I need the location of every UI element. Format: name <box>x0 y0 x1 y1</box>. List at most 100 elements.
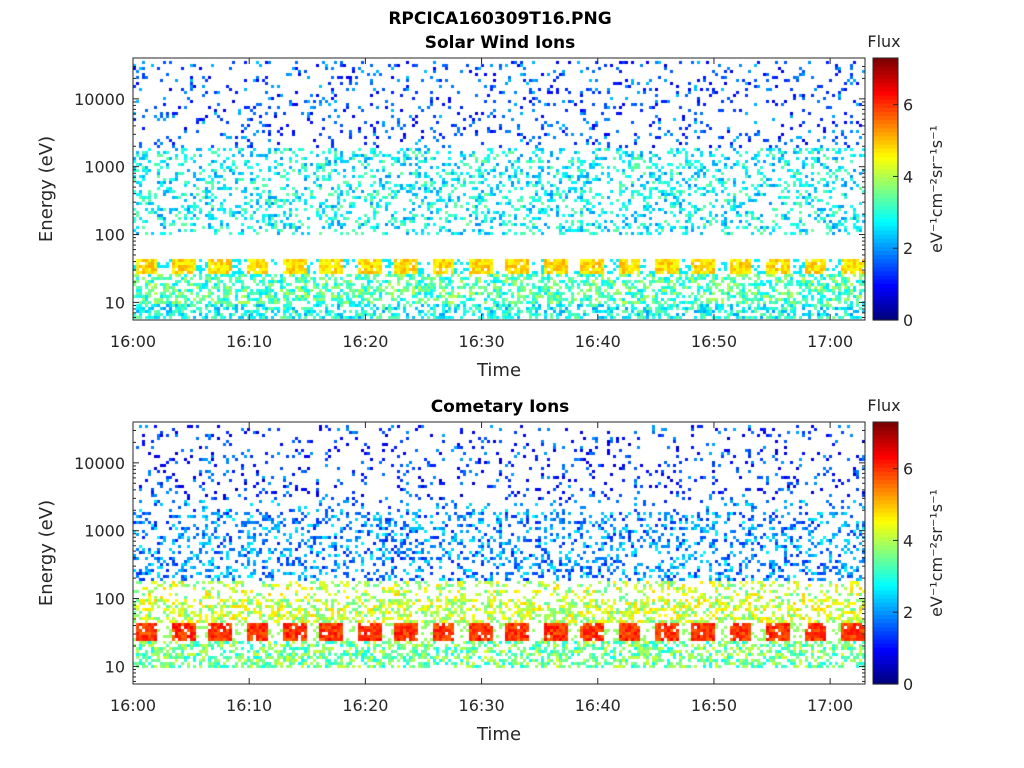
y-tick-label: 100 <box>94 590 125 609</box>
colorbar-segment <box>873 225 898 231</box>
colorbar-box <box>872 421 899 685</box>
cometary-title: Cometary Ions <box>431 397 570 417</box>
colorbar-segment <box>873 655 898 661</box>
colorbar-segment <box>873 675 898 681</box>
colorbar-tick-label: 2 <box>903 239 913 258</box>
colorbar-segment <box>873 315 898 321</box>
colorbar-segment <box>873 229 898 235</box>
solar-wind-colorbar-title: Flux <box>867 32 900 51</box>
cometary-ylabel: Energy (eV) <box>36 500 57 606</box>
colorbar-segment <box>873 442 898 448</box>
colorbar-segment <box>873 295 898 301</box>
colorbar-segment <box>873 209 898 215</box>
colorbar-segment <box>873 184 898 190</box>
cometary-colorbar: 0 2 4 6 <box>872 421 913 694</box>
colorbar-segment <box>873 438 898 444</box>
x-tick-label: 16:30 <box>459 332 505 351</box>
x-tick-label: 16:50 <box>691 696 737 715</box>
colorbar-segment <box>873 671 898 677</box>
colorbar-segment <box>873 234 898 239</box>
solar-wind-colorbar-unit: eV⁻¹cm⁻²sr⁻¹s⁻¹ <box>927 125 946 253</box>
colorbar-segment <box>873 274 898 280</box>
cometary-colorbar-title: Flux <box>867 396 900 415</box>
colorbar-segment <box>873 201 898 206</box>
solar-wind-xlabel: Time <box>476 360 521 381</box>
colorbar-segment <box>873 221 898 227</box>
colorbar-tick-label: 6 <box>903 460 913 479</box>
x-tick-label: 16:20 <box>342 332 388 351</box>
solar-wind-axes-box <box>132 57 866 321</box>
x-tick-label: 17:00 <box>807 696 853 715</box>
colorbar-segment <box>873 663 898 669</box>
y-tick-label: 1000 <box>84 522 125 541</box>
x-tick-label: 16:50 <box>691 332 737 351</box>
colorbar-box <box>872 57 899 321</box>
colorbar-segment <box>873 205 898 211</box>
colorbar-segment <box>873 450 898 456</box>
y-tick-label: 10 <box>105 293 125 312</box>
solar-wind-title: Solar Wind Ions <box>425 33 576 53</box>
colorbar-segment <box>873 123 898 129</box>
colorbar-segment <box>873 242 898 247</box>
x-tick-label: 16:10 <box>226 332 272 351</box>
colorbar-segment <box>873 213 898 219</box>
colorbar-segment <box>873 266 898 272</box>
colorbar-segment <box>873 119 898 125</box>
colorbar-segment <box>873 176 898 182</box>
colorbar-segment <box>873 622 898 628</box>
figure-title: RPCICA160309T16.PNG <box>388 9 611 29</box>
solar-wind-heatmap <box>133 58 865 320</box>
colorbar-segment <box>873 254 898 260</box>
colorbar-segment <box>873 581 898 587</box>
x-tick-label: 16:20 <box>342 696 388 715</box>
colorbar-segment <box>873 569 898 575</box>
colorbar-segment <box>873 532 898 538</box>
colorbar-segment <box>873 544 898 550</box>
colorbar-segment <box>873 475 898 480</box>
colorbar-segment <box>873 458 898 464</box>
colorbar-segment <box>873 262 898 268</box>
colorbar-segment <box>873 172 898 178</box>
colorbar-segment <box>873 643 898 648</box>
colorbar-segment <box>873 577 898 583</box>
colorbar-segment <box>873 115 898 121</box>
colorbar-segment <box>873 602 898 607</box>
cometary-axes-box <box>132 421 866 685</box>
colorbar-segment <box>873 193 898 198</box>
colorbar-tick-label: 2 <box>903 603 913 622</box>
solar-wind-ticks: 16:00 16:10 16:20 16:30 16:40 16:50 17:00 10 100… <box>74 57 865 351</box>
colorbar-segment <box>873 279 898 284</box>
colorbar-segment <box>873 303 898 309</box>
x-tick-label: 16:40 <box>575 332 621 351</box>
colorbar-segment <box>873 524 898 530</box>
colorbar-segment <box>873 520 898 525</box>
colorbar-segment <box>873 679 898 685</box>
colorbar-segment <box>873 291 898 297</box>
colorbar-segment <box>873 131 898 137</box>
colorbar-segment <box>873 62 898 67</box>
colorbar-segment <box>873 462 898 468</box>
cometary-ticks: 16:00 16:10 16:20 16:30 16:40 16:50 17:00 10 100… <box>74 421 865 715</box>
colorbar-segment <box>873 143 898 149</box>
colorbar-segment <box>873 78 898 84</box>
colorbar-segment <box>873 103 898 108</box>
colorbar-segment <box>873 512 898 517</box>
y-tick-label: 1000 <box>84 158 125 177</box>
colorbar-segment <box>873 168 898 174</box>
colorbar-segment <box>873 250 898 256</box>
solar-wind-colorbar: 0 2 4 6 <box>872 57 913 330</box>
colorbar-segment <box>873 667 898 673</box>
colorbar-segment <box>873 536 898 542</box>
colorbar-segment <box>873 487 898 493</box>
x-tick-label: 16:10 <box>226 696 272 715</box>
colorbar-segment <box>873 561 898 566</box>
x-tick-label: 16:40 <box>575 696 621 715</box>
colorbar-segment <box>873 58 898 63</box>
colorbar-segment <box>873 528 898 534</box>
colorbar-segment <box>873 573 898 579</box>
colorbar-segment <box>873 634 898 640</box>
x-tick-label: 16:30 <box>459 696 505 715</box>
colorbar-segment <box>873 164 898 170</box>
x-tick-label: 16:00 <box>110 696 156 715</box>
